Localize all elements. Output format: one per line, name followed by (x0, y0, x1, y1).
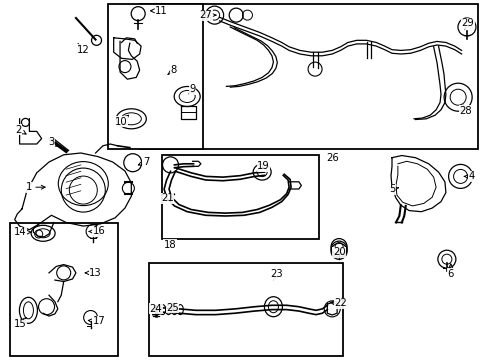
Text: 6: 6 (447, 264, 454, 279)
Bar (149, 263, 343, 356)
Text: 20: 20 (333, 247, 345, 257)
Bar (162, 155, 318, 239)
Text: 13: 13 (85, 268, 102, 278)
Bar (10, 223, 118, 356)
Text: 7: 7 (138, 157, 149, 167)
Text: 16: 16 (89, 226, 105, 237)
Text: 19: 19 (257, 161, 270, 171)
Text: 1: 1 (26, 182, 45, 192)
Text: 14: 14 (14, 227, 31, 237)
Text: 8: 8 (168, 65, 177, 75)
Text: 3: 3 (49, 137, 59, 147)
Text: 2: 2 (15, 125, 26, 135)
Text: 29: 29 (462, 18, 474, 29)
Text: 25: 25 (166, 303, 179, 313)
Text: 23: 23 (270, 269, 283, 280)
Text: 12: 12 (77, 44, 90, 55)
Text: 10: 10 (115, 115, 128, 127)
Text: 9: 9 (189, 84, 196, 94)
Text: 21: 21 (161, 193, 175, 203)
Text: 4: 4 (465, 171, 474, 181)
Text: 22: 22 (330, 298, 347, 308)
Text: 24: 24 (149, 304, 162, 314)
Text: 18: 18 (164, 240, 176, 250)
Bar (108, 4, 203, 149)
Text: 27: 27 (199, 10, 216, 20)
Text: 17: 17 (88, 316, 105, 326)
Text: 5: 5 (389, 184, 398, 194)
Text: 28: 28 (459, 105, 472, 116)
Text: 26: 26 (326, 153, 339, 163)
Bar (140, 4, 478, 149)
Text: 15: 15 (14, 318, 27, 329)
Text: 11: 11 (150, 6, 168, 16)
